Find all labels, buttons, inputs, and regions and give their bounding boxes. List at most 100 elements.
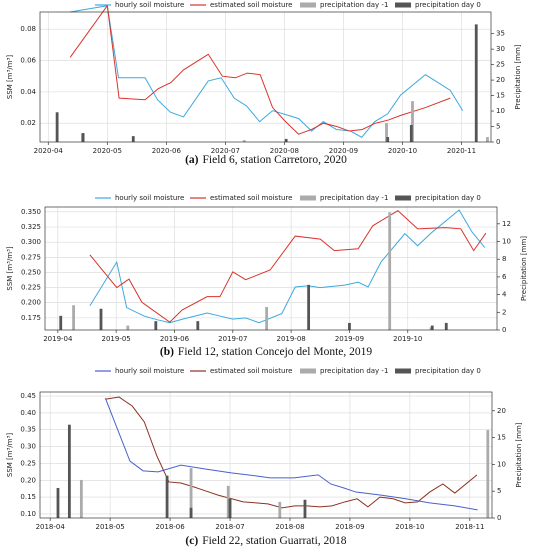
precip-bar (189, 507, 193, 518)
y2-tick-label: 15 (497, 434, 506, 442)
x-tick-label: 2018-04 (36, 523, 66, 531)
y2-tick-label: 4 (502, 291, 507, 299)
y-tick-label: 0.10 (20, 510, 36, 518)
legend-label: estimated soil moisture (210, 367, 292, 375)
precip-bar (79, 479, 83, 518)
precip-bar (126, 325, 130, 330)
x-tick-label: 2019-04 (43, 335, 73, 343)
y-tick-label: 0.300 (21, 238, 41, 246)
precip-bar (411, 101, 414, 142)
legend-label: estimated soil moisture (210, 1, 292, 9)
y2-tick-label: 12 (502, 220, 511, 228)
precip-bar (59, 315, 63, 330)
y2-axis-label: Precipitation [mm] (515, 422, 523, 487)
x-tick-label: 2018-09 (335, 523, 364, 531)
legend-label: estimated soil moisture (210, 194, 292, 202)
precip-bar (348, 322, 351, 330)
precip-bar (444, 322, 448, 330)
x-tick-label: 2020-05 (93, 147, 122, 155)
y-tick-label: 0.40 (20, 409, 36, 417)
line-series (69, 4, 451, 135)
x-tick-label: 2020-10 (388, 147, 417, 155)
y2-tick-label: 8 (502, 255, 506, 263)
precip-bar (303, 499, 307, 518)
chart-panel: 0.175 0.200 0.225 0.250 0.275 0.300 0.325 0.350… (6, 194, 528, 358)
y2-axis-label: Precipitation [mm] (514, 44, 522, 109)
y-axis-label: SSM [m³/m³] (6, 433, 14, 477)
precip-bar (278, 501, 282, 518)
precip-bar (486, 137, 489, 142)
precip-bar (474, 24, 478, 143)
legend-swatch (395, 195, 411, 201)
x-tick-label: 2019-07 (218, 335, 247, 343)
legend-swatch (395, 368, 411, 374)
precip-bar (131, 136, 135, 142)
caption: (a) Field 6, station Carretoro, 2020 (185, 154, 347, 166)
precip-bar (284, 138, 288, 142)
legend-swatch (300, 2, 316, 8)
x-tick-label: 2019-09 (335, 335, 364, 343)
legend-swatch (300, 368, 316, 374)
y2-tick-label: 10 (502, 238, 511, 246)
legend-label: precipitation day 0 (415, 1, 481, 9)
y2-tick-label: 20 (496, 76, 505, 84)
x-tick-label: 2019-08 (276, 335, 305, 343)
precip-bar (56, 487, 60, 518)
precip-bar (386, 137, 390, 142)
x-tick-label: 2018-11 (455, 523, 484, 531)
legend-label: hourly soil moisture (115, 1, 184, 9)
x-tick-label: 2018-07 (215, 523, 244, 531)
caption: (c) Field 22, station Guarrati, 2018 (185, 535, 346, 547)
legend-label: precipitation day 0 (415, 367, 481, 375)
legend-swatch (300, 195, 316, 201)
y-tick-label: 0.200 (21, 299, 41, 307)
legend-label: precipitation day -1 (320, 1, 388, 9)
y2-tick-label: 20 (497, 407, 506, 415)
y2-tick-label: 25 (496, 61, 505, 69)
precip-bar (99, 308, 103, 330)
y-tick-label: 0.225 (21, 284, 41, 292)
precip-bar (196, 321, 200, 330)
caption-label: (a) (185, 154, 199, 166)
line-series (104, 397, 478, 511)
x-tick-label: 2020-07 (211, 147, 240, 155)
x-tick-label: 2020-11 (447, 147, 476, 155)
legend-label: precipitation day -1 (320, 194, 388, 202)
precip-bar (55, 112, 59, 142)
legend-label: precipitation day -1 (320, 367, 388, 375)
precip-bar (189, 468, 193, 518)
line-series (70, 5, 464, 138)
plot-frame (44, 206, 498, 331)
y-tick-label: 0.02 (20, 119, 36, 127)
x-tick-label: 2018-10 (395, 523, 424, 531)
y2-tick-label: 10 (496, 107, 505, 115)
precip-bar (307, 284, 311, 330)
y2-tick-label: 0 (502, 326, 506, 334)
x-tick-label: 2020-04 (34, 147, 64, 155)
plot-frame (39, 391, 493, 519)
caption-text: Field 6, station Carretoro, 2020 (203, 154, 348, 166)
precip-bar (72, 305, 75, 330)
y2-tick-label: 0 (497, 514, 501, 522)
y-axis-label: SSM [m³/m³] (6, 246, 14, 290)
caption-label: (b) (160, 346, 174, 358)
y-tick-label: 0.275 (21, 253, 41, 261)
precip-bar (67, 424, 71, 518)
y2-tick-label: 15 (496, 92, 505, 100)
line-series (105, 396, 478, 509)
y2-tick-label: 2 (502, 308, 506, 316)
caption-label: (c) (185, 535, 198, 547)
precip-bar (265, 306, 269, 330)
y2-tick-label: 10 (497, 460, 506, 468)
precip-bar (486, 430, 490, 518)
precip-bar (409, 124, 413, 142)
precip-bar (165, 475, 169, 518)
y-tick-label: 0.20 (20, 476, 36, 484)
x-tick-label: 2018-08 (275, 523, 304, 531)
y-tick-label: 0.325 (21, 223, 41, 231)
precip-bar (388, 212, 392, 330)
y-tick-label: 0.04 (20, 88, 36, 96)
x-tick-label: 2020-09 (329, 147, 358, 155)
